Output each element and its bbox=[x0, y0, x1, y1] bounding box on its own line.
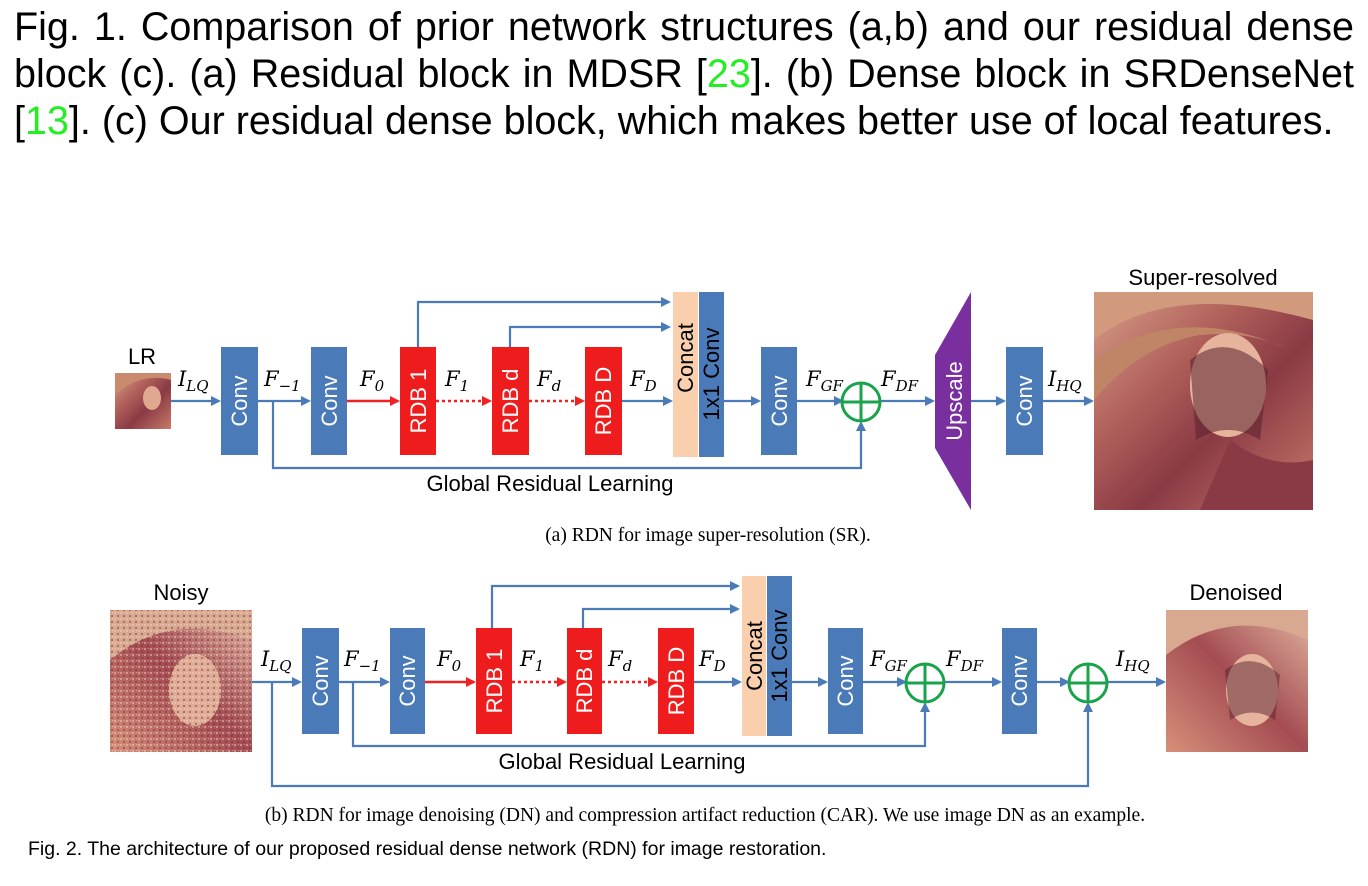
var-f1: F1 bbox=[444, 367, 469, 395]
conv-block-label: Conv bbox=[395, 655, 420, 706]
conv-block-label: Conv bbox=[1007, 655, 1032, 706]
upscale-block-label: Upscale bbox=[942, 361, 967, 440]
var-i-hq: IHQ bbox=[1115, 647, 1150, 675]
conv1x1-block: 1x1 Conv bbox=[767, 576, 792, 736]
rdb-block-label: RDB D bbox=[591, 367, 616, 435]
upscale-block: Upscale bbox=[935, 292, 971, 510]
concat-block-label: Concat bbox=[742, 621, 767, 691]
diagram-a: LR Global Residual Learning Conv bbox=[115, 265, 1313, 546]
conv-block-3: Conv bbox=[828, 628, 863, 734]
fig1-caption-text-2: ]. (b) Dense block in SRDenseNet [ bbox=[14, 52, 1354, 143]
input-image-noisy bbox=[110, 610, 252, 752]
var-fgf: FGF bbox=[869, 647, 908, 675]
conv-block-label: Conv bbox=[1012, 375, 1037, 426]
var-fdf: FDF bbox=[880, 367, 919, 395]
input-skip-path bbox=[270, 682, 1093, 788]
conv-block-3: Conv bbox=[761, 347, 797, 455]
rdb-block-1: RDB 1 bbox=[400, 347, 436, 455]
conv-block-label: Conv bbox=[317, 375, 342, 426]
conv-block-1: Conv bbox=[302, 628, 339, 734]
output-image-denoised bbox=[1166, 610, 1308, 752]
dense-connection-rdbd bbox=[581, 604, 740, 628]
var-f1: F1 bbox=[519, 647, 544, 675]
conv-block-label: Conv bbox=[833, 655, 858, 706]
sum-node-b1 bbox=[904, 662, 946, 704]
conv-block-1: Conv bbox=[221, 347, 258, 455]
var-f-minus1: F−1 bbox=[263, 367, 301, 395]
output-label-super-resolved: Super-resolved bbox=[1128, 265, 1277, 290]
dense-connection-rdbd bbox=[508, 322, 671, 347]
conv-block-label: Conv bbox=[227, 375, 252, 426]
diagram-b: Noisy Global Residual Learning Conv Co bbox=[110, 576, 1308, 826]
var-fgf: FGF bbox=[805, 367, 844, 395]
conv-block-4: Conv bbox=[1006, 347, 1043, 455]
citation-link-23[interactable]: 23 bbox=[706, 52, 751, 96]
rdb-block-1: RDB 1 bbox=[476, 628, 512, 734]
subcaption-b: (b) RDN for image denoising (DN) and com… bbox=[265, 805, 1145, 826]
input-label-noisy: Noisy bbox=[153, 580, 208, 605]
fig2-caption: Fig. 2. The architecture of our proposed… bbox=[28, 838, 827, 860]
dense-connection-rdb1 bbox=[416, 297, 671, 347]
rdb-block-d: RDB d bbox=[492, 347, 529, 455]
rdb-block-D: RDB D bbox=[585, 347, 622, 455]
global-residual-label: Global Residual Learning bbox=[498, 749, 745, 774]
input-image-lr bbox=[115, 373, 171, 429]
conv-block-2: Conv bbox=[311, 347, 347, 455]
var-i-lq: ILQ bbox=[260, 647, 292, 675]
output-label-denoised: Denoised bbox=[1190, 580, 1283, 605]
var-f-minus1: F−1 bbox=[343, 647, 381, 675]
global-residual-path bbox=[271, 401, 866, 470]
rdb-block-d: RDB d bbox=[567, 628, 602, 734]
conv1x1-block-label: 1x1 Conv bbox=[767, 610, 792, 703]
var-fdf: FDF bbox=[945, 647, 984, 675]
fig1-caption-text-3: ]. (c) Our residual dense block, which m… bbox=[68, 99, 1334, 143]
rdb-block-label: RDB d bbox=[498, 369, 523, 434]
conv1x1-block-label: 1x1 Conv bbox=[699, 328, 724, 421]
input-label-lr: LR bbox=[128, 344, 156, 369]
rdb-block-label: RDB d bbox=[572, 649, 597, 714]
citation-link-13[interactable]: 13 bbox=[24, 99, 69, 143]
conv-block-label: Conv bbox=[767, 375, 792, 426]
conv1x1-block: 1x1 Conv bbox=[699, 292, 724, 457]
conv-block-2: Conv bbox=[390, 628, 425, 734]
global-residual-label: Global Residual Learning bbox=[426, 471, 673, 496]
var-f0: F0 bbox=[359, 367, 385, 395]
conv-block-label: Conv bbox=[308, 655, 333, 706]
rdb-block-label: RDB 1 bbox=[406, 369, 431, 434]
global-residual-path bbox=[351, 682, 930, 748]
var-i-lq: ILQ bbox=[177, 367, 209, 395]
subcaption-a: (a) RDN for image super-resolution (SR). bbox=[545, 525, 871, 546]
concat-block: Concat bbox=[742, 576, 767, 736]
conv-block-4: Conv bbox=[1002, 628, 1037, 734]
sum-node-b2 bbox=[1067, 662, 1109, 704]
concat-block-label: Concat bbox=[673, 323, 698, 393]
fig1-caption: Fig. 1. Comparison of prior network stru… bbox=[14, 4, 1354, 145]
var-fD: FD bbox=[698, 647, 726, 675]
output-image-super-resolved bbox=[1094, 292, 1313, 510]
var-fD: FD bbox=[629, 367, 657, 395]
fig1-caption-text-1: Fig. 1. Comparison of prior network stru… bbox=[14, 5, 1354, 96]
dense-connection-rdb1 bbox=[490, 581, 740, 628]
var-fd: Fd bbox=[607, 647, 632, 675]
var-fd: Fd bbox=[536, 367, 561, 395]
sum-node-a bbox=[840, 381, 882, 423]
concat-block: Concat bbox=[673, 292, 698, 457]
rdb-block-label: RDB 1 bbox=[482, 649, 507, 714]
var-i-hq: IHQ bbox=[1047, 367, 1082, 395]
rdb-block-D: RDB D bbox=[658, 628, 694, 734]
var-f0: F0 bbox=[436, 647, 462, 675]
rdb-block-label: RDB D bbox=[664, 647, 689, 715]
